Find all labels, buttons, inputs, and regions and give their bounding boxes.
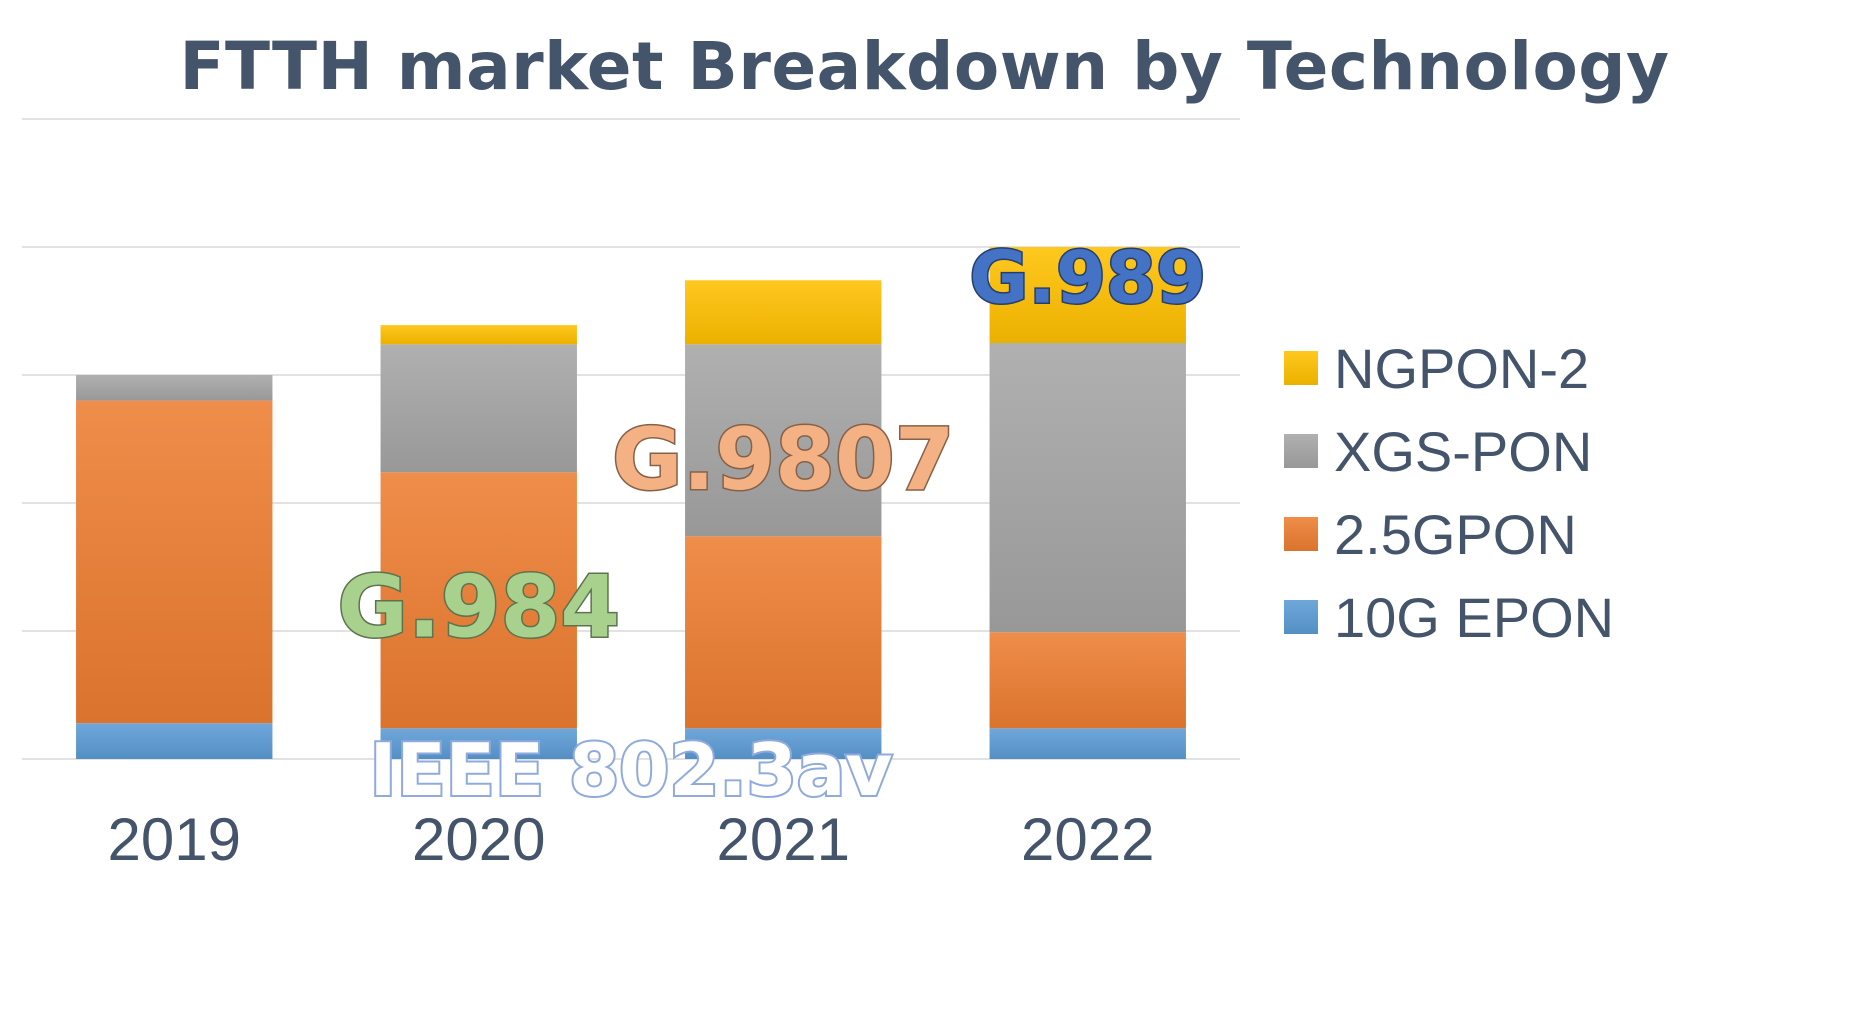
bar-10g-epon-2020: [380, 728, 577, 759]
bar-2-5gpon-2021: [685, 536, 882, 729]
legend-label-xgs-pon: XGS-PON: [1334, 420, 1592, 483]
x-tick-label-2022: 2022: [1021, 806, 1154, 873]
legend-swatch-xgs-pon: [1284, 434, 1318, 468]
bar-2-5gpon-2020: [380, 472, 577, 729]
bar-10g-epon-2022: [989, 728, 1186, 759]
legend: NGPON-2 XGS-PON 2.5GPON 10G EPON: [1284, 337, 1614, 649]
bar-xgs-pon-2021: [685, 344, 882, 537]
bar-10g-epon-2019: [76, 723, 273, 759]
bar-xgs-pon-2019: [76, 375, 273, 401]
x-axis-ticks: 2019 2020 2021 2022: [108, 806, 1155, 873]
x-tick-label-2019: 2019: [108, 806, 241, 873]
bars: [76, 247, 1186, 759]
legend-swatch-2-5gpon: [1284, 517, 1318, 551]
annotation-g-9807: G.9807: [612, 410, 955, 510]
legend-label-ngpon-2: NGPON-2: [1334, 337, 1589, 400]
annotation-g-989: G.989: [969, 235, 1206, 319]
bar-2-5gpon-2022: [989, 632, 1186, 729]
annotation-ieee-802-3av: IEEE 802.3av: [370, 728, 893, 812]
legend-swatch-10g-epon: [1284, 600, 1318, 634]
x-tick-label-2021: 2021: [717, 806, 850, 873]
bar-ngpon-2-2021: [685, 280, 882, 345]
legend-label-2-5gpon: 2.5GPON: [1334, 503, 1577, 566]
bar-ngpon-2-2022: [989, 247, 1186, 343]
x-tick-label-2020: 2020: [412, 806, 545, 873]
legend-swatch-ngpon-2: [1284, 351, 1318, 385]
annotations: G.984 G.9807 G.989 IEEE 802.3av: [336, 234, 1208, 814]
chart-title: FTTH market Breakdown by Technology: [179, 28, 1670, 105]
bar-10g-epon-2021: [685, 728, 882, 759]
annotation-g-984: G.984: [337, 557, 620, 657]
legend-label-10g-epon: 10G EPON: [1334, 586, 1614, 649]
bar-xgs-pon-2020: [380, 344, 577, 473]
bar-xgs-pon-2022: [989, 343, 1186, 633]
bar-ngpon-2-2020: [380, 325, 577, 345]
bar-2-5gpon-2019: [76, 400, 273, 724]
